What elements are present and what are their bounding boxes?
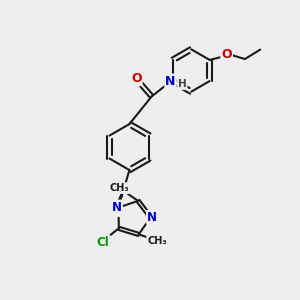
Text: N: N (165, 75, 176, 88)
Text: N: N (110, 203, 120, 216)
Text: Cl: Cl (96, 236, 109, 249)
Text: CH₃: CH₃ (110, 183, 129, 193)
Text: CH₃: CH₃ (147, 236, 167, 246)
Text: O: O (131, 72, 142, 85)
Text: N: N (112, 200, 122, 214)
Text: H: H (178, 79, 187, 89)
Text: O: O (221, 48, 232, 61)
Text: N: N (147, 211, 157, 224)
